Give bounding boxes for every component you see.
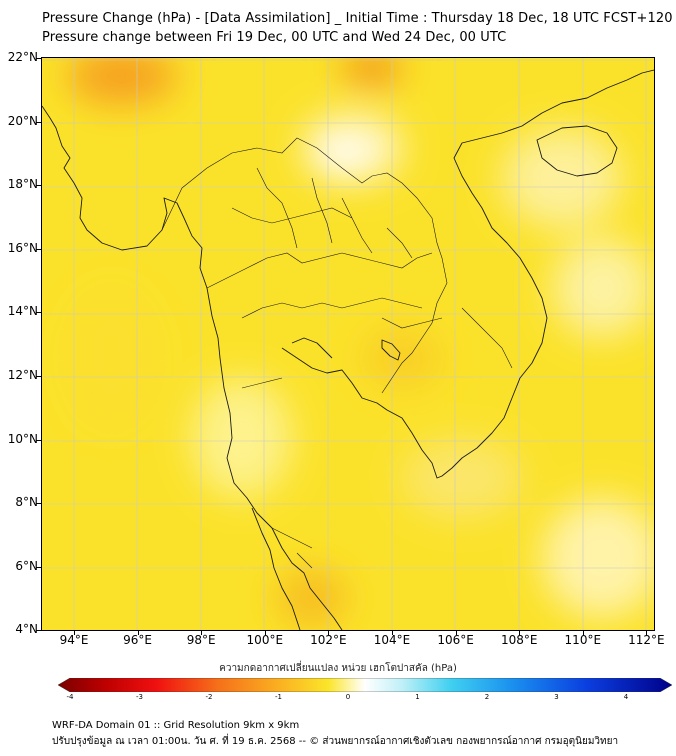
- lon-label: 106°E: [437, 633, 474, 647]
- lon-tick: [582, 631, 584, 635]
- colorbar: [58, 678, 672, 692]
- lat-label: 18°N: [7, 177, 38, 192]
- lon-label: 108°E: [500, 633, 538, 647]
- lat-tick: [36, 58, 41, 59]
- colorbar-tick-label: -1: [275, 693, 282, 701]
- lon-tick: [328, 631, 330, 635]
- lat-label: 22°N: [7, 50, 38, 64]
- borders: [161, 137, 513, 569]
- lon-label: 102°E: [310, 633, 347, 647]
- colorbar-tick-label: 1: [415, 693, 420, 701]
- lat-label: 12°N: [7, 368, 38, 382]
- colorbar-tick-label: -4: [66, 693, 74, 701]
- lat-tick: [36, 630, 41, 632]
- footer-model-info: WRF-DA Domain 01 :: Grid Resolution 9km …: [52, 720, 300, 731]
- colorbar-tick-label: -2: [205, 693, 213, 701]
- lon-tick: [519, 631, 521, 635]
- lat-label: 6°N: [15, 558, 38, 573]
- lat-label: 10°N: [7, 431, 38, 446]
- footer-update-info: ปรับปรุงข้อมูล ณ เวลา 01:00น. วัน ศ. ที่…: [52, 736, 619, 747]
- lon-label: 100°E: [246, 633, 284, 647]
- lon-label: 98°E: [186, 633, 216, 647]
- pressure-field-shading: [67, 58, 654, 628]
- chart-title: Pressure Change (hPa) - [Data Assimilati…: [42, 11, 673, 26]
- lat-tick: [36, 312, 41, 314]
- lon-label: 96°E: [123, 633, 153, 647]
- lon-tick: [646, 631, 648, 635]
- lon-tick: [137, 631, 139, 635]
- colorbar-gradient: [58, 678, 672, 692]
- colorbar-tick-label: 4: [623, 693, 629, 701]
- lon-tick: [201, 631, 203, 635]
- lon-label: 104°E: [373, 633, 411, 647]
- colorbar-tick-label: 0: [345, 693, 351, 701]
- colorbar-tick-label: 2: [484, 693, 490, 701]
- lat-tick: [36, 185, 41, 187]
- lon-tick: [74, 631, 75, 635]
- colorbar-tick-label: 3: [554, 693, 559, 701]
- lat-label: 8°N: [15, 495, 38, 510]
- lat-label: 16°N: [7, 240, 38, 255]
- chart-subtitle: Pressure change between Fri 19 Dec, 00 U…: [42, 30, 507, 45]
- lon-tick: [392, 631, 393, 635]
- lat-label: 4°N: [15, 622, 38, 637]
- lat-tick: [36, 121, 41, 123]
- lon-label: 110°E: [564, 633, 602, 647]
- colorbar-title: ความกดอากาศเปลี่ยนแปลง หน่วย เฮกโตปาสคัล…: [219, 663, 457, 674]
- lat-tick: [36, 566, 41, 568]
- lat-tick: [36, 439, 41, 441]
- pressure-change-map[interactable]: [41, 57, 655, 631]
- lon-tick: [264, 631, 266, 635]
- lat-label: 20°N: [7, 113, 38, 128]
- lon-tick: [455, 631, 457, 635]
- lat-tick: [36, 248, 41, 250]
- graticule: [42, 58, 654, 630]
- coastlines: [42, 69, 654, 630]
- lon-label: 94°E: [59, 633, 89, 647]
- lat-tick: [36, 503, 41, 505]
- lat-tick: [36, 376, 41, 377]
- colorbar-tick-label: -3: [136, 693, 143, 701]
- lat-label: 14°N: [7, 304, 38, 319]
- lon-label: 112°E: [628, 633, 665, 647]
